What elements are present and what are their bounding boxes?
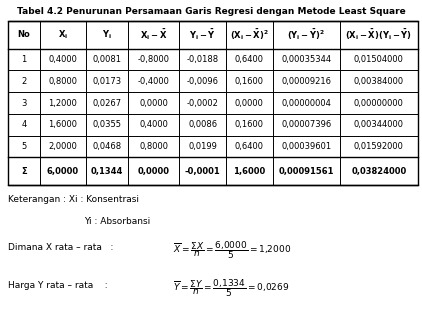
- Text: 0,00007396: 0,00007396: [281, 120, 332, 129]
- Text: 0,1344: 0,1344: [91, 167, 123, 176]
- Text: Dimana X rata – rata   :: Dimana X rata – rata :: [8, 243, 114, 251]
- Text: $\mathbf{X_i - \bar{X}}$: $\mathbf{X_i - \bar{X}}$: [140, 27, 167, 42]
- Text: 2,0000: 2,0000: [49, 142, 77, 151]
- Text: 0,0199: 0,0199: [188, 142, 217, 151]
- Text: -0,0001: -0,0001: [185, 167, 221, 176]
- Text: 0,00035344: 0,00035344: [281, 55, 331, 64]
- Text: -0,8000: -0,8000: [138, 55, 170, 64]
- Text: 0,01592000: 0,01592000: [354, 142, 404, 151]
- Text: Σ: Σ: [21, 167, 27, 176]
- Text: 0,00344000: 0,00344000: [354, 120, 404, 129]
- Text: 0,0355: 0,0355: [92, 120, 122, 129]
- Text: 0,6400: 0,6400: [235, 55, 264, 64]
- Text: 5: 5: [22, 142, 27, 151]
- Text: Yi : Absorbansi: Yi : Absorbansi: [84, 217, 151, 226]
- Text: $\mathbf{(Y_i - \bar{Y})^2}$: $\mathbf{(Y_i - \bar{Y})^2}$: [287, 27, 325, 42]
- Text: 0,1600: 0,1600: [235, 120, 264, 129]
- Text: 3: 3: [21, 99, 27, 107]
- Text: 0,6400: 0,6400: [235, 142, 264, 151]
- Text: Harga Y rata – rata    :: Harga Y rata – rata :: [8, 281, 108, 289]
- Text: 0,4000: 0,4000: [49, 55, 77, 64]
- Text: -0,0096: -0,0096: [187, 77, 219, 86]
- Text: $\mathbf{(X_i - \bar{X})(Y_i - \bar{Y})}$: $\mathbf{(X_i - \bar{X})(Y_i - \bar{Y})}…: [346, 27, 412, 42]
- Text: 0,4000: 0,4000: [139, 120, 168, 129]
- Text: $\mathbf{Y_i - \bar{Y}}$: $\mathbf{Y_i - \bar{Y}}$: [189, 27, 216, 42]
- Text: 0,8000: 0,8000: [49, 77, 77, 86]
- Text: 0,00384000: 0,00384000: [354, 77, 404, 86]
- Text: 0,0468: 0,0468: [92, 142, 122, 151]
- Text: 0,00039601: 0,00039601: [281, 142, 331, 151]
- Text: 0,01504000: 0,01504000: [354, 55, 404, 64]
- Text: 4: 4: [22, 120, 27, 129]
- Text: 0,0000: 0,0000: [235, 99, 264, 107]
- Text: $\overline{X} = \dfrac{\Sigma X}{n} = \dfrac{6{,}0000}{5} = 1{,}2000$: $\overline{X} = \dfrac{\Sigma X}{n} = \d…: [173, 239, 291, 261]
- Text: 0,0267: 0,0267: [92, 99, 122, 107]
- Text: $\mathbf{(X_i - \bar{X})^2}$: $\mathbf{(X_i - \bar{X})^2}$: [230, 27, 269, 42]
- Text: 0,00000000: 0,00000000: [354, 99, 404, 107]
- Text: 0,0081: 0,0081: [92, 55, 122, 64]
- Text: 0,00000004: 0,00000004: [281, 99, 331, 107]
- Text: 0,0173: 0,0173: [92, 77, 122, 86]
- Text: 0,00009216: 0,00009216: [281, 77, 331, 86]
- Text: 0,0086: 0,0086: [188, 120, 217, 129]
- Text: -0,4000: -0,4000: [138, 77, 170, 86]
- Text: Tabel 4.2 Penurunan Persamaan Garis Regresi dengan Metode Least Square: Tabel 4.2 Penurunan Persamaan Garis Regr…: [16, 7, 406, 16]
- Text: 0,00091561: 0,00091561: [279, 167, 334, 176]
- Text: 0,1600: 0,1600: [235, 77, 264, 86]
- Text: 1,6000: 1,6000: [233, 167, 265, 176]
- Text: -0,0002: -0,0002: [187, 99, 219, 107]
- Text: Keterangan : Xi : Konsentrasi: Keterangan : Xi : Konsentrasi: [8, 195, 139, 204]
- Text: 0,0000: 0,0000: [139, 99, 168, 107]
- Text: -0,0188: -0,0188: [187, 55, 219, 64]
- Text: No: No: [18, 30, 30, 39]
- Text: $\mathbf{X_i}$: $\mathbf{X_i}$: [58, 29, 68, 41]
- Text: 0,0000: 0,0000: [138, 167, 170, 176]
- Text: $\overline{Y} = \dfrac{\Sigma Y}{n} = \dfrac{0{,}1334}{5} = 0{,}0269$: $\overline{Y} = \dfrac{\Sigma Y}{n} = \d…: [173, 277, 289, 299]
- Text: 0,8000: 0,8000: [139, 142, 168, 151]
- Text: 6,0000: 6,0000: [47, 167, 79, 176]
- Text: 1,6000: 1,6000: [49, 120, 77, 129]
- Text: 1,2000: 1,2000: [49, 99, 77, 107]
- Text: 2: 2: [22, 77, 27, 86]
- Bar: [8, 21, 418, 185]
- Text: $\mathbf{Y_i}$: $\mathbf{Y_i}$: [102, 29, 112, 41]
- Text: 1: 1: [22, 55, 27, 64]
- Text: 0,03824000: 0,03824000: [351, 167, 406, 176]
